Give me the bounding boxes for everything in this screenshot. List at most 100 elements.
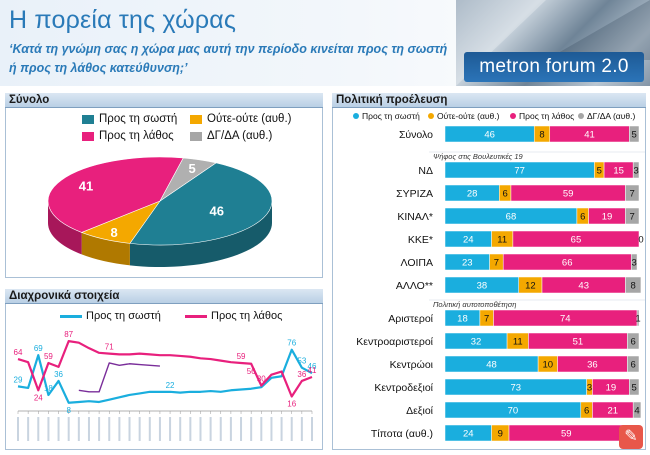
bar-data-label: 68 — [506, 212, 517, 223]
bar-legend-correct: Προς τη σωστή — [353, 111, 420, 121]
bar-data-label: 6 — [584, 406, 589, 417]
line-data-label: 87 — [64, 330, 73, 339]
legend-swatch — [82, 131, 94, 141]
legend-swatch — [578, 113, 584, 119]
x-tick-label-placeholder — [158, 417, 161, 441]
x-tick-label-placeholder — [37, 417, 40, 441]
pie-legend-wrong: Προς τη λάθος — [82, 130, 174, 142]
bar-data-label: 43 — [578, 281, 589, 292]
bar-data-label: 24 — [463, 429, 474, 440]
x-tick-label-placeholder — [311, 417, 313, 441]
x-tick-label-placeholder — [209, 417, 212, 441]
x-tick-label-placeholder — [108, 417, 111, 441]
line-data-label: 29 — [14, 375, 23, 384]
pie-slice-side — [48, 201, 82, 255]
x-tick-label-placeholder — [77, 417, 80, 441]
bar-segment — [629, 125, 640, 143]
line-data-label: 59 — [44, 352, 53, 361]
pie-data-label: 5 — [188, 161, 195, 176]
chart-app-icon[interactable]: ✎ — [619, 425, 643, 449]
legend-swatch — [190, 114, 202, 124]
line-data-label: 56 — [247, 367, 256, 376]
bar-data-label: 70 — [508, 406, 519, 417]
row-label: Τίποτα (αυθ.) — [371, 428, 433, 440]
bar-data-label: 32 — [471, 337, 482, 348]
bar-data-label: 10 — [543, 360, 554, 371]
x-tick-label-placeholder — [290, 417, 293, 441]
row-label: ΑΛΛΟ** — [396, 280, 433, 292]
row-label: ΚΙΝΑΛ* — [397, 211, 433, 223]
legend-label: Προς τη σωστή — [362, 111, 420, 121]
x-tick-label-placeholder — [169, 417, 172, 441]
line-data-label: 76 — [287, 339, 296, 348]
bar-data-label: 3 — [633, 166, 638, 177]
pie-slice-side — [81, 232, 130, 266]
row-label: Κεντρώοι — [390, 359, 434, 371]
bar-data-label: 36 — [587, 360, 598, 371]
bar-data-label: 19 — [602, 212, 613, 223]
bar-data-label: 5 — [632, 383, 637, 394]
bar-data-label: 6 — [502, 189, 507, 200]
bar-data-label: 74 — [560, 314, 571, 325]
pie-slice — [47, 156, 184, 233]
line-data-label: 8 — [66, 406, 71, 415]
bar-data-label: 41 — [584, 130, 595, 141]
row-label: Αριστεροί — [388, 313, 433, 325]
x-tick-label-placeholder — [300, 417, 303, 441]
bar-data-label: 59 — [563, 189, 574, 200]
photo-shape — [546, 0, 650, 60]
line-data-label: 24 — [34, 393, 43, 402]
x-tick-label-placeholder — [189, 417, 192, 441]
pie-panel-title: Σύνολο — [5, 93, 323, 108]
bar-data-label: 3 — [632, 258, 637, 269]
bar-data-label: 23 — [462, 258, 473, 269]
x-tick-label-placeholder — [128, 417, 131, 441]
bar-data-label: 5 — [632, 130, 637, 141]
legend-swatch — [82, 114, 94, 124]
bar-data-label: 51 — [573, 337, 584, 348]
bar-data-label: 8 — [631, 281, 636, 292]
x-tick-label-placeholder — [57, 417, 60, 441]
bar-data-label: 7 — [494, 258, 499, 269]
bar-data-label: 12 — [525, 281, 536, 292]
x-tick-label-placeholder — [47, 417, 50, 441]
x-tick-label-placeholder — [280, 417, 283, 441]
bar-segment — [625, 207, 640, 225]
row-label: ΚΚΕ* — [408, 234, 433, 246]
line-data-label: 30 — [257, 375, 266, 384]
bar-data-label: 48 — [486, 360, 497, 371]
pie-chart: 46 8 41 5 — [47, 156, 273, 267]
legend-swatch — [353, 113, 359, 119]
bar-data-label: 11 — [497, 235, 507, 246]
header: Η πορεία της χώρας ‘Κατά τη γνώμη σας η … — [0, 0, 650, 86]
line-data-label: 69 — [34, 344, 43, 353]
x-tick-label-placeholder — [118, 417, 121, 441]
legend-swatch — [510, 113, 516, 119]
x-tick-label-placeholder — [87, 417, 90, 441]
bar-data-label: 4 — [634, 406, 639, 417]
bar-data-label: 46 — [484, 130, 495, 141]
bar-legend-wrong: Προς τη λάθος — [510, 111, 574, 121]
bar-segment — [625, 184, 640, 202]
x-tick-label-placeholder — [17, 417, 19, 441]
line-panel — [5, 304, 323, 450]
line-data-label: 22 — [166, 381, 175, 390]
legend-label: ΔΓ/ΔΑ (αυθ.) — [207, 130, 273, 142]
pie-data-label: 46 — [210, 203, 224, 218]
pie-slice — [129, 162, 273, 246]
x-tick-label-placeholder — [27, 417, 30, 441]
row-label: ΛΟΙΠΑ — [401, 257, 433, 269]
line-series — [78, 362, 160, 393]
page-title: Η πορεία της χώρας — [9, 6, 237, 34]
bar-data-label: 6 — [631, 360, 636, 371]
pie-legend-correct: Προς τη σωστή — [82, 113, 177, 125]
row-label: Σύνολο — [399, 129, 433, 141]
line-data-label: 41 — [308, 366, 317, 375]
bar-data-label: 77 — [514, 166, 525, 177]
legend-swatch — [428, 113, 434, 119]
legend-line — [60, 314, 82, 318]
legend-label: Προς τη λάθος — [99, 130, 174, 142]
pie-slice-side — [129, 201, 273, 267]
pie-legend-neither: Ούτε-ούτε (αυθ.) — [190, 113, 291, 125]
